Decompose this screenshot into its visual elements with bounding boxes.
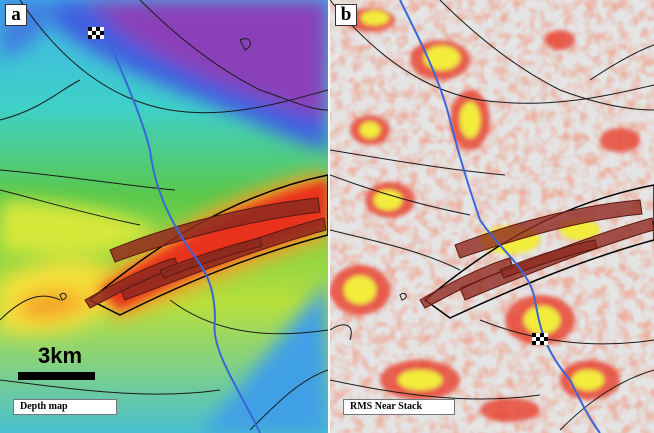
panel-letter-b: b <box>335 4 357 26</box>
fault-polygons <box>84 197 327 309</box>
scale-bar-label: 3km <box>38 343 83 368</box>
well-marker-rms <box>532 333 548 345</box>
map-label-rms: RMS Near Stack <box>343 399 455 415</box>
fault-polygons-rms <box>419 199 654 309</box>
panel-divider <box>328 0 330 433</box>
rms-near-stack-panel: b RMS Near Stack <box>330 0 654 433</box>
rms-map-image <box>330 0 654 433</box>
fault-line <box>104 29 261 433</box>
well-marker <box>88 27 104 39</box>
depth-map-image <box>0 0 328 433</box>
scale-bar <box>18 372 95 380</box>
panel-letter-a: a <box>5 4 27 26</box>
map-label-depth: Depth map <box>13 399 117 415</box>
contour-lines <box>0 0 328 431</box>
contour-lines-rms <box>330 0 654 431</box>
depth-map-panel: a 3km Depth map <box>0 0 328 433</box>
rms-anomalies <box>330 8 640 422</box>
fault-line-rms <box>399 0 601 433</box>
